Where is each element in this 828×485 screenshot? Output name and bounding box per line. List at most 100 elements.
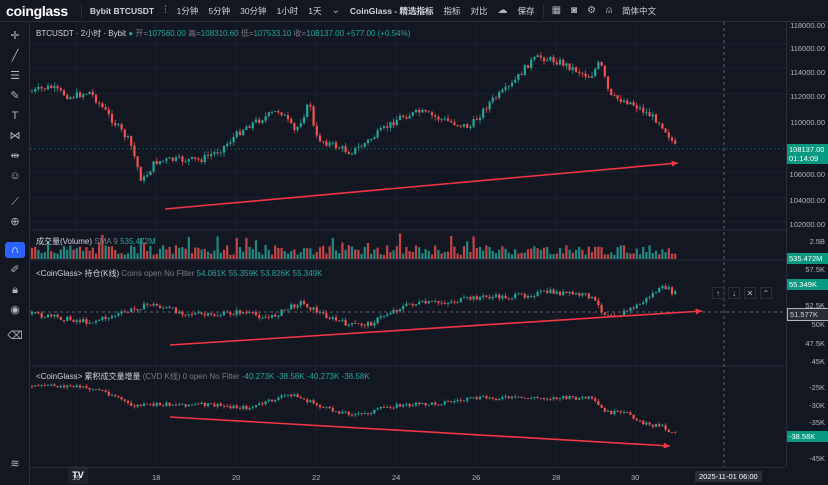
trendline-icon[interactable]: ╱: [11, 50, 19, 62]
ruler-icon[interactable]: ⟋: [11, 196, 19, 208]
volume-bar: [168, 246, 171, 259]
horizontal-lines-icon[interactable]: ☰: [10, 70, 20, 82]
interval-1h[interactable]: 1小时: [276, 5, 299, 16]
price-tick: 110000.00: [790, 118, 825, 127]
oi-candle: [136, 309, 139, 311]
low-value: 107533.10: [253, 29, 292, 38]
cvd-candle: [469, 397, 472, 399]
volume-bar: [187, 236, 190, 259]
cvd-candle: [290, 394, 293, 397]
oi-candle: [146, 303, 149, 305]
pane-collapse-icon[interactable]: ⌃: [760, 287, 772, 299]
price-candle: [674, 140, 677, 144]
volume-bar: [56, 253, 59, 259]
volume-bar: [174, 245, 178, 259]
user-icon[interactable]: ⍝: [606, 5, 613, 16]
cvd-candle: [584, 396, 587, 399]
volume-bar: [40, 253, 43, 259]
volume-bar: [133, 246, 136, 259]
price-candle: [651, 114, 654, 117]
cvd-candle: [443, 401, 446, 405]
layers-icon[interactable]: ≋: [10, 458, 20, 470]
save-button[interactable]: 保存: [517, 5, 535, 16]
crosshair-icon[interactable]: ✛: [10, 30, 20, 42]
oi-candle: [139, 309, 142, 311]
cvd-candle: [216, 403, 219, 407]
volume-bar: [674, 253, 677, 259]
time-tick: 16: [72, 473, 81, 482]
oi-candle: [571, 291, 574, 295]
main-title[interactable]: BTCUSDT · 2小时 · Bybit: [36, 29, 127, 38]
tradingview-logo[interactable]: TV: [68, 466, 88, 484]
volume-bar: [203, 248, 206, 259]
oi-candle: [50, 314, 53, 317]
interval-5m[interactable]: 5分钟: [208, 5, 231, 16]
volume-bar: [658, 254, 661, 259]
volume-bar: [280, 247, 283, 259]
volume-bar: [136, 253, 139, 259]
coinglass-indicators-button[interactable]: CoinGlass - 精选指标: [349, 5, 434, 16]
cvd-candle: [408, 403, 411, 407]
oi-candle: [85, 319, 88, 324]
cvd-candle: [626, 412, 629, 413]
volume-bar: [290, 251, 293, 259]
pattern-icon[interactable]: ⋈: [9, 130, 21, 142]
oi-title[interactable]: <CoinGlass> 持仓(K线): [36, 269, 120, 278]
divider: [542, 3, 544, 18]
oi-candle: [251, 312, 254, 313]
interval-30m[interactable]: 30分钟: [240, 5, 267, 16]
cvd-candle: [98, 389, 101, 390]
price-candle: [155, 161, 158, 165]
trash-icon[interactable]: ⌫: [7, 330, 23, 342]
volume-bar: [312, 254, 315, 259]
price-candle: [261, 120, 264, 123]
volume-bar: [514, 249, 517, 259]
price-axis[interactable]: 118000.00 116000.00 114000.00 112000.00 …: [786, 21, 828, 467]
indicators-button[interactable]: 指标: [443, 5, 461, 16]
eye-icon[interactable]: ◉: [10, 304, 20, 316]
cvd-title[interactable]: <CoinGlass> 累积成交量增量: [36, 372, 141, 381]
time-axis[interactable]: 16 18 20 22 24 26 28 30 2025-11-01 06:00: [30, 467, 786, 485]
volume-bar: [539, 249, 542, 259]
pane-up-icon[interactable]: ↑: [712, 287, 724, 299]
lock-drawing-icon[interactable]: ✐: [10, 264, 20, 276]
interval-1m[interactable]: 1分钟: [176, 5, 199, 16]
price-candle: [440, 118, 443, 120]
volume-title[interactable]: 成交量(Volume): [36, 237, 93, 246]
compare-button[interactable]: 对比: [470, 5, 488, 16]
candles-icon[interactable]: ⫶: [164, 5, 167, 16]
symbol-selector[interactable]: Bybit BTCUSDT: [89, 5, 155, 16]
layout-grid-icon[interactable]: ▦: [551, 5, 562, 16]
chart-area[interactable]: BTCUSDT · 2小时 · Bybit ● 开=107560.00 高=10…: [30, 22, 786, 484]
text-icon[interactable]: T: [11, 110, 19, 122]
volume-bar: [264, 245, 267, 259]
oi-candle: [206, 313, 210, 316]
brush-icon[interactable]: ✎: [10, 90, 20, 102]
oi-candle: [299, 301, 302, 306]
gear-icon[interactable]: ⚙: [587, 5, 597, 16]
cvd-candle: [171, 404, 174, 406]
emoji-icon[interactable]: ☺: [9, 170, 21, 182]
volume-bar: [155, 253, 158, 259]
oi-candle: [203, 314, 206, 316]
cvd-candle: [126, 400, 130, 403]
pane-down-icon[interactable]: ↓: [728, 287, 740, 299]
volume-bar: [542, 247, 546, 259]
chart-canvas[interactable]: [30, 22, 786, 467]
price-candle: [94, 94, 98, 103]
lock-icon[interactable]: 🔒︎: [12, 284, 18, 296]
zoom-in-icon[interactable]: ⊕: [10, 216, 20, 228]
interval-1d[interactable]: 1天: [308, 5, 322, 16]
pane-close-icon[interactable]: ✕: [744, 287, 756, 299]
price-candle: [277, 111, 280, 113]
camera-icon[interactable]: ◙: [571, 5, 578, 16]
chevron-down-icon[interactable]: ⌄: [331, 5, 340, 16]
measure-tool-icon[interactable]: ⇹: [10, 150, 20, 162]
language-selector[interactable]: 简体中文: [622, 5, 657, 16]
oi-candle: [670, 287, 674, 295]
cloud-save-icon[interactable]: ☁: [497, 5, 508, 16]
volume-bar: [37, 249, 40, 259]
coinglass-logo[interactable]: coinglass: [6, 2, 68, 19]
magnet-icon[interactable]: ∩: [5, 242, 25, 258]
volume-bar: [242, 251, 245, 259]
